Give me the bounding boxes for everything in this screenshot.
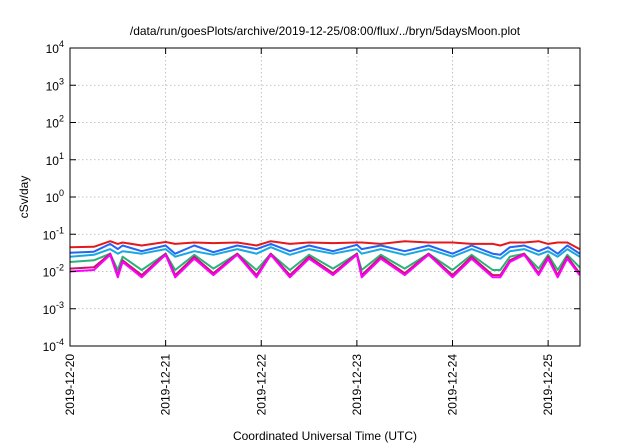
y-tick-base: 10 (43, 303, 57, 317)
y-tick-exponent: 3 (59, 76, 64, 86)
series-line-5 (69, 252, 581, 277)
y-tick-exponent: -4 (56, 337, 64, 347)
y-tick-label: 10-3 (43, 300, 64, 317)
series-group (69, 240, 581, 279)
x-tick-label: 2019-12-24 (446, 354, 460, 416)
grid (70, 48, 580, 346)
y-tick-base: 10 (43, 266, 57, 280)
x-axis-label: Coordinated Universal Time (UTC) (233, 429, 417, 443)
y-axis-label: cSv/day (17, 176, 31, 219)
y-tick-label: 101 (46, 151, 64, 168)
chart-title: /data/run/goesPlots/archive/2019-12-25/0… (130, 24, 521, 38)
x-tick-label: 2019-12-22 (254, 354, 268, 416)
y-tick-exponent: 2 (59, 114, 64, 124)
y-tick-base: 10 (43, 228, 57, 242)
y-tick-label: 102 (46, 114, 64, 131)
y-tick-label: 104 (46, 39, 64, 56)
x-tick-label: 2019-12-23 (350, 354, 364, 416)
y-tick-exponent: -1 (56, 225, 64, 235)
y-tick-exponent: -2 (56, 263, 64, 273)
x-tick-label: 2019-12-25 (541, 354, 555, 416)
y-tick-base: 10 (46, 117, 60, 131)
series-line-6 (69, 253, 581, 279)
y-tick-base: 10 (46, 191, 60, 205)
x-tick-label: 2019-12-21 (159, 354, 173, 416)
series-line-3 (69, 246, 581, 260)
series-line-1 (69, 240, 581, 250)
y-tick-base: 10 (43, 340, 57, 354)
y-tick-exponent: -3 (56, 300, 64, 310)
y-tick-exponent: 4 (59, 39, 64, 49)
y-tick-label: 103 (46, 76, 64, 93)
x-tick-label: 2019-12-20 (63, 354, 77, 416)
y-tick-label: 10-1 (43, 225, 64, 242)
y-tick-exponent: 1 (59, 151, 64, 161)
y-tick-label: 10-2 (43, 263, 64, 280)
y-tick-base: 10 (46, 154, 60, 168)
series-line-2 (69, 242, 581, 256)
y-tick-label: 100 (46, 188, 64, 205)
y-tick-base: 10 (46, 42, 60, 56)
y-tick-exponent: 0 (59, 188, 64, 198)
y-tick-label: 10-4 (43, 337, 64, 354)
y-tick-base: 10 (46, 79, 60, 93)
x-axis: 2019-12-20 2019-12-21 2019-12-22 2019-12-23… (63, 48, 555, 415)
